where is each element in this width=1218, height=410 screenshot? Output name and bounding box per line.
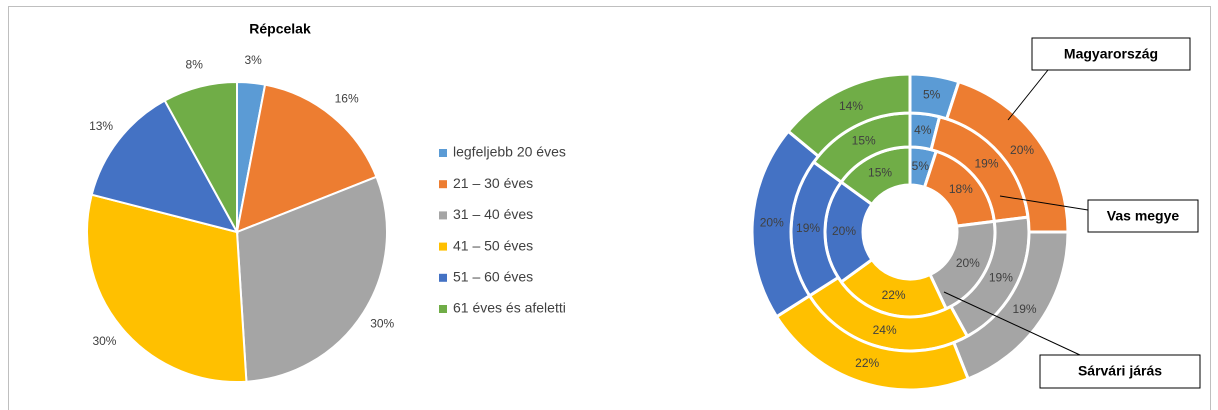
callout-line [999, 195, 1089, 211]
data-label: 30% [370, 316, 394, 330]
pie-slice [163, 80, 238, 233]
callout-box [1039, 354, 1201, 389]
data-label: 30% [92, 334, 116, 348]
data-label: 19% [974, 157, 998, 171]
data-label: 13% [89, 119, 113, 133]
data-label: 8% [186, 58, 204, 72]
callout-line [943, 291, 1081, 356]
data-label: 5% [923, 87, 941, 101]
legend-label: 41 – 50 éves [453, 237, 533, 253]
callout-box [1031, 37, 1191, 71]
data-label: 19% [989, 270, 1013, 284]
data-label: 5% [912, 159, 930, 173]
pie-slice [235, 175, 388, 383]
data-label: 18% [949, 182, 973, 196]
legend-swatch [439, 180, 447, 189]
pie-slice [90, 99, 239, 234]
legend-label: 61 éves és afeletti [453, 300, 566, 316]
data-label: 15% [868, 165, 892, 179]
data-label: 20% [1010, 143, 1034, 157]
donut-segment [786, 72, 912, 159]
data-label: 16% [335, 92, 359, 106]
legend-label: 31 – 40 éves [453, 206, 533, 222]
data-label: 20% [832, 224, 856, 238]
chart-title: Répcelak [249, 21, 311, 37]
callouts: Magyarország Vas megye Sárvári járás [943, 37, 1201, 389]
data-label: 22% [882, 288, 906, 302]
pie-slice [86, 193, 248, 383]
callout-label: Magyarország [1064, 46, 1158, 62]
legend-label: legfeljebb 20 éves [453, 144, 566, 160]
legend-label: 21 – 30 éves [453, 175, 533, 191]
pie: 3% 16% 30% 30% 13% 8% [86, 53, 395, 383]
data-label: 15% [852, 133, 876, 147]
callout-line [1007, 69, 1049, 121]
data-label: 20% [760, 215, 784, 229]
legend-swatch [439, 149, 447, 157]
legend: legfeljebb 20 éves 21 – 30 éves 31 – 40 év… [439, 144, 566, 316]
data-label: 3% [245, 53, 263, 67]
data-label: 19% [1013, 302, 1037, 316]
callout-box [1087, 199, 1199, 233]
legend-swatch [439, 242, 447, 251]
pie-slice [235, 83, 378, 234]
data-label: 14% [839, 99, 863, 113]
data-label: 20% [956, 256, 980, 270]
legend-swatch [439, 305, 447, 313]
data-label: 24% [873, 323, 897, 337]
legend-label: 51 – 60 éves [453, 269, 533, 285]
callout-label: Sárvári járás [1078, 363, 1162, 379]
data-label: 22% [855, 356, 879, 370]
legend-swatch [439, 211, 447, 220]
legend-swatch [439, 273, 447, 282]
data-label: 4% [914, 123, 932, 137]
callout-label: Vas megye [1107, 208, 1180, 224]
donut: 5% 18% 20% 22% 20% 15% 4% 19% 19% 24% 19% 15% 5% 20% 1… [750, 72, 1070, 392]
data-label: 19% [796, 221, 820, 235]
